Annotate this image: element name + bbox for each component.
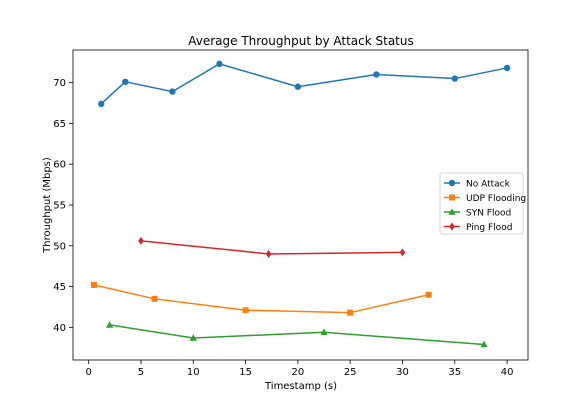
x-tick-label: 25 [344, 367, 357, 378]
data-point-udp-flooding [242, 307, 249, 314]
x-tick-label: 35 [448, 367, 461, 378]
x-tick-label: 5 [138, 367, 144, 378]
data-point-no-attack [373, 71, 380, 78]
y-tick-label: 50 [53, 241, 66, 252]
y-tick-label: 45 [53, 282, 66, 293]
data-point-no-attack [98, 100, 105, 108]
data-point-ping-flood [265, 249, 272, 258]
legend-label-ping-flood: Ping Flood [466, 223, 512, 233]
series-line-udp-flooding [93, 284, 429, 314]
data-point-udp-flooding [347, 309, 354, 316]
chart-title: Average Throughput by Attack Status [188, 34, 414, 48]
data-point-no-attack [503, 64, 511, 72]
data-point-ping-flood [138, 236, 144, 245]
data-point-udp-flooding [425, 291, 432, 298]
x-tick-label: 30 [396, 367, 409, 378]
legend-box [439, 172, 524, 235]
legend-marker-ping-flood [449, 222, 455, 231]
legend-marker-syn-flood [448, 208, 456, 215]
data-point-ping-flood [399, 248, 406, 257]
data-point-no-attack [294, 83, 302, 90]
series-line-ping-flood [140, 240, 403, 255]
x-tick-label: 20 [292, 367, 305, 378]
data-point-udp-flooding [151, 295, 158, 302]
legend-marker-no-attack [448, 179, 456, 187]
y-tick-label: 70 [53, 78, 66, 89]
y-axis-label: Throughput (Mbps) [42, 157, 53, 254]
data-point-syn-flood [189, 334, 197, 341]
data-point-syn-flood [320, 328, 328, 336]
x-tick-label: 15 [239, 367, 252, 378]
x-tick-label: 0 [86, 367, 92, 378]
series-line-no-attack [100, 63, 508, 105]
x-tick-label: 40 [501, 367, 514, 378]
legend-label-udp-flooding: UDP Flooding [466, 194, 526, 204]
y-tick-label: 65 [53, 119, 66, 130]
data-point-no-attack [169, 88, 176, 95]
data-point-no-attack [122, 78, 129, 86]
y-tick-label: 55 [53, 201, 66, 212]
x-axis-label: Timestamp (s) [264, 381, 337, 392]
x-tick-label: 10 [187, 367, 200, 378]
legend-label-no-attack: No Attack [466, 180, 511, 190]
y-tick-label: 60 [53, 160, 66, 171]
axes-frame [72, 49, 529, 361]
legend-label-syn-flood: SYN Flood [466, 209, 511, 219]
data-point-syn-flood [480, 340, 488, 348]
y-tick-label: 40 [53, 323, 66, 334]
legend-marker-udp-flooding [449, 194, 455, 201]
data-point-no-attack [451, 75, 458, 82]
series-line-syn-flood [109, 324, 485, 346]
data-point-no-attack [216, 60, 223, 68]
plot-area: 0 5 10 15 20 25 30 35 40 40 45 50 55 60 65 70 No Attack U… [53, 49, 529, 378]
data-point-syn-flood [106, 321, 114, 328]
data-point-udp-flooding [90, 281, 97, 288]
